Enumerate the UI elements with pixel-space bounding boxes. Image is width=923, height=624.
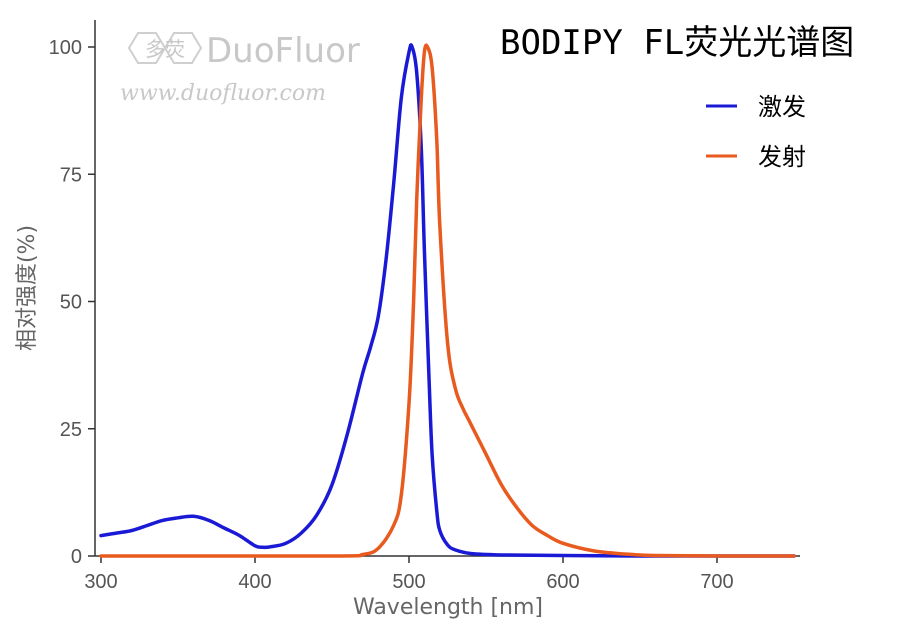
x-tick-label: 700 <box>700 571 733 593</box>
y-tick-label: 75 <box>60 164 82 186</box>
duofluor-watermark: 多荧 DuoFluor www.duofluor.com <box>120 31 360 106</box>
x-tick-label: 500 <box>392 571 425 593</box>
series-line-2 <box>99 43 796 558</box>
y-ticks: 0 25 50 75 100 <box>49 37 95 568</box>
y-tick-label: 50 <box>60 292 82 314</box>
watermark-logo-hexagon-icon <box>163 32 203 64</box>
y-tick-label: 100 <box>49 37 82 59</box>
x-tick-label: 300 <box>84 571 117 593</box>
y-axis-label: 相对强度(%) <box>15 225 40 351</box>
chart-title: BODIPY FL荧光光谱图 <box>500 23 854 63</box>
series-line-1 <box>99 43 796 558</box>
y-tick-label: 0 <box>71 546 82 568</box>
x-tick-label: 600 <box>546 571 579 593</box>
y-tick-label: 25 <box>60 419 82 441</box>
watermark-logo-text: 多荧 <box>145 37 185 61</box>
x-tick-label: 400 <box>238 571 271 593</box>
legend-label-1: 激发 <box>758 93 806 121</box>
watermark-brand: DuoFluor <box>206 31 360 71</box>
watermark-url: www.duofluor.com <box>120 81 326 106</box>
series-group <box>99 43 796 558</box>
legend-label-2: 发射 <box>758 143 806 171</box>
x-ticks: 300 400 500 600 700 <box>84 556 734 593</box>
x-axis-label: Wavelength [nm] <box>353 595 543 620</box>
